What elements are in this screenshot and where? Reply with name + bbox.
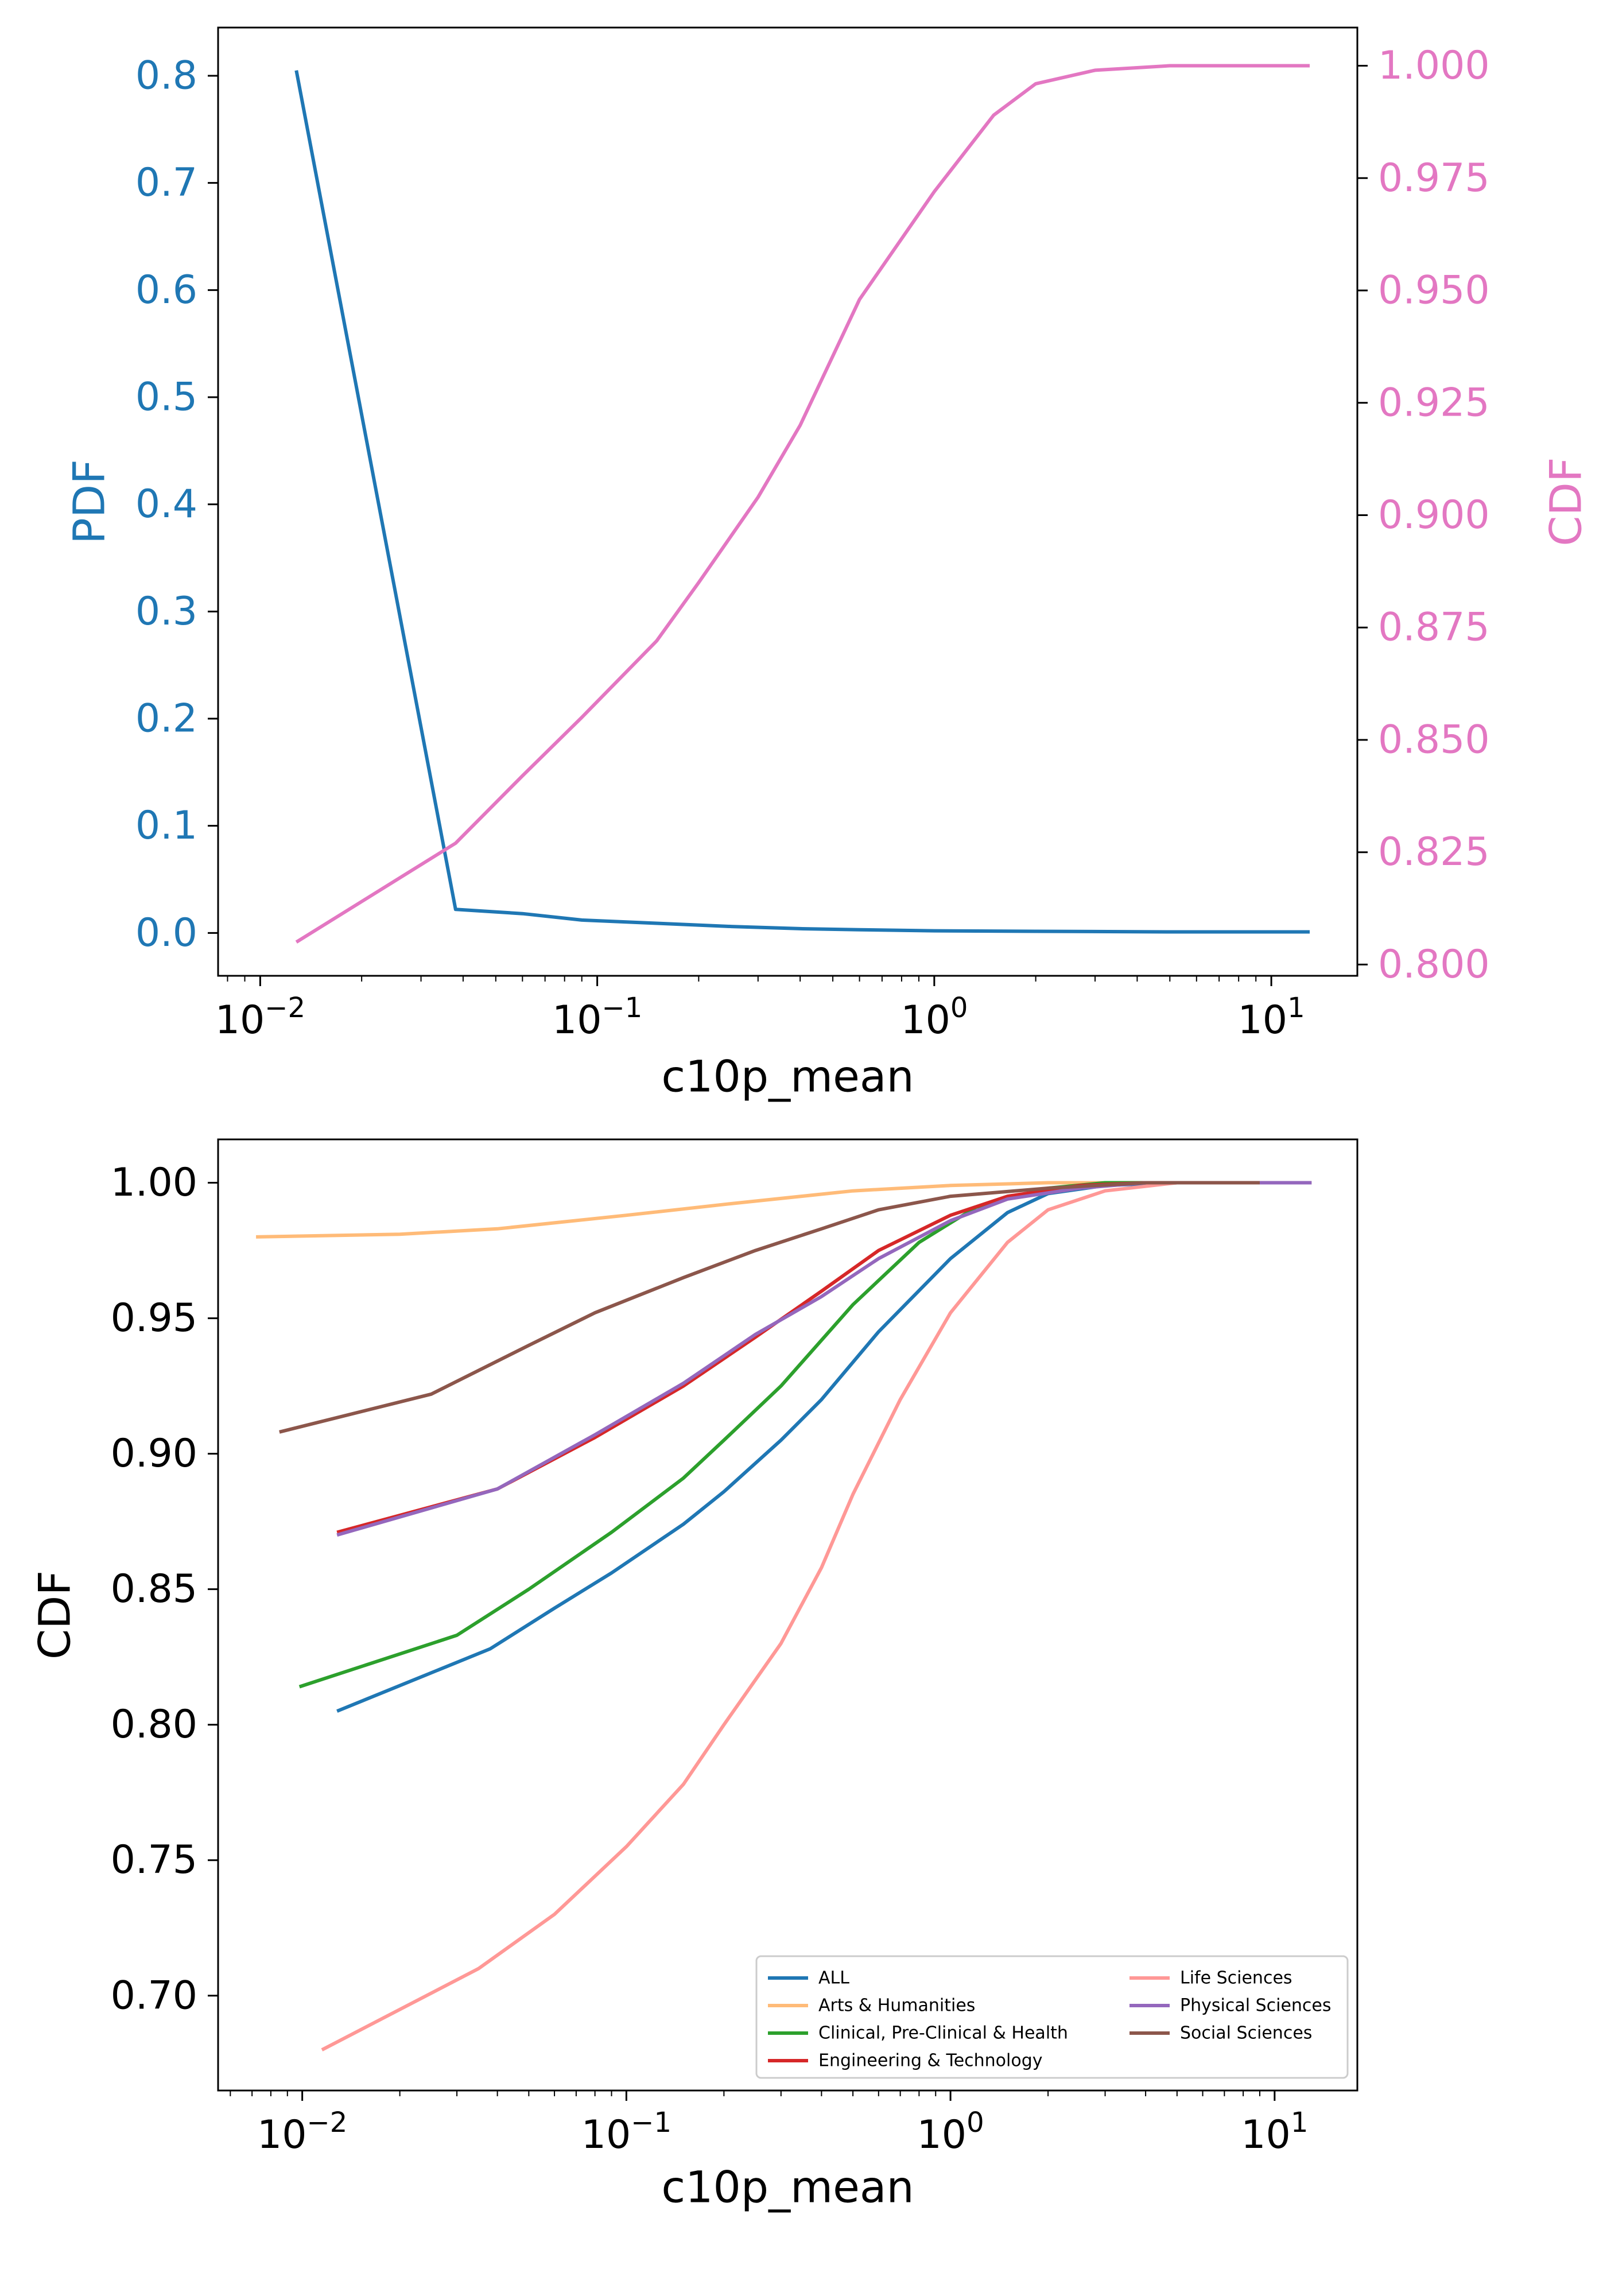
- y-left-tick-label: 0.6: [135, 267, 197, 313]
- y-tick-label: 0.70: [111, 1973, 197, 2018]
- y-right-axis-label: CDF: [1540, 457, 1592, 546]
- y-right-tick-label: 0.975: [1378, 156, 1490, 201]
- y-left-tick-label: 0.4: [135, 482, 197, 527]
- y-right-tick-label: 0.900: [1378, 492, 1490, 538]
- y-right-tick-label: 1.000: [1378, 43, 1490, 88]
- y-left-tick-label: 0.5: [135, 375, 197, 420]
- pdf-cdf-chart: 10−2 10−1 100 101 0.0 0.1 0.2 0.3 0.4 0.5 0.6 0.7 0.…: [64, 26, 1592, 1102]
- y-right-tick-label: 0.875: [1378, 605, 1490, 650]
- legend-entry: Arts & Humanities: [818, 1996, 975, 2016]
- y-left-axis-label: PDF: [64, 459, 115, 544]
- x-tick-label: 10−2: [215, 992, 305, 1043]
- x-axis-label: c10p_mean: [661, 1051, 914, 1102]
- x-tick-label: 10−1: [552, 992, 642, 1043]
- y-left-tick-label: 0.7: [135, 160, 197, 205]
- legend-entry: Clinical, Pre-Clinical & Health: [818, 2023, 1068, 2043]
- x-tick-label: 10−1: [581, 2107, 671, 2158]
- series-line: [256, 1181, 1177, 1239]
- x-tick-label: 101: [1238, 992, 1305, 1043]
- legend-frame: [755, 1955, 1349, 2079]
- y-tick-label: 0.80: [111, 1702, 197, 1747]
- plot-frame: [217, 26, 1358, 977]
- series-line: [336, 1181, 1312, 1537]
- x-tick-label: 101: [1241, 2107, 1308, 2158]
- y-axis-label: CDF: [29, 1570, 80, 1659]
- y-tick-label: 0.90: [111, 1431, 197, 1476]
- legend-entry: Engineering & Technology: [818, 2051, 1043, 2071]
- y-tick-label: 0.85: [111, 1566, 197, 1612]
- x-tick-label: 10−2: [257, 2107, 347, 2158]
- legend-entry: Physical Sciences: [1180, 1996, 1332, 2016]
- legend: ALL Arts & Humanities Clinical, Pre-Clinic…: [755, 1955, 1349, 2079]
- y-right-tick-label: 0.800: [1378, 942, 1490, 987]
- pdf-series-line: [294, 70, 1310, 934]
- y-right-tick-label: 0.925: [1378, 380, 1490, 425]
- legend-entry: Social Sciences: [1180, 2023, 1312, 2043]
- y-tick-label: 0.75: [111, 1837, 197, 1883]
- y-right-tick-label: 0.950: [1378, 268, 1490, 313]
- y-right-tick-label: 0.850: [1378, 717, 1490, 762]
- y-left-tick-label: 0.0: [135, 910, 197, 956]
- y-tick-label: 1.00: [111, 1160, 197, 1205]
- y-left-tick-label: 0.2: [135, 696, 197, 742]
- x-axis-label: c10p_mean: [661, 2162, 914, 2213]
- series-line: [336, 1181, 1312, 1713]
- y-right-tick-label: 0.825: [1378, 829, 1490, 875]
- cdf-series-line: [295, 64, 1310, 944]
- y-tick-label: 0.95: [111, 1296, 197, 1341]
- plot-frame: [217, 1138, 1358, 2092]
- series-line: [279, 1181, 1260, 1434]
- legend-entry: ALL: [818, 1968, 849, 1988]
- cdf-by-field-chart: 10−2 10−1 100 101 0.70 0.75 0.80 0.85 0.90 0.95 1.…: [29, 1138, 1358, 2213]
- series-line: [321, 1181, 1312, 2051]
- x-tick-label: 100: [917, 2107, 984, 2158]
- y-left-tick-label: 0.3: [135, 589, 197, 634]
- series-line: [336, 1181, 1177, 1534]
- y-left-tick-label: 0.1: [135, 803, 197, 848]
- legend-entry: Life Sciences: [1180, 1968, 1292, 1988]
- y-left-tick-label: 0.8: [135, 53, 197, 99]
- x-tick-label: 100: [900, 992, 968, 1043]
